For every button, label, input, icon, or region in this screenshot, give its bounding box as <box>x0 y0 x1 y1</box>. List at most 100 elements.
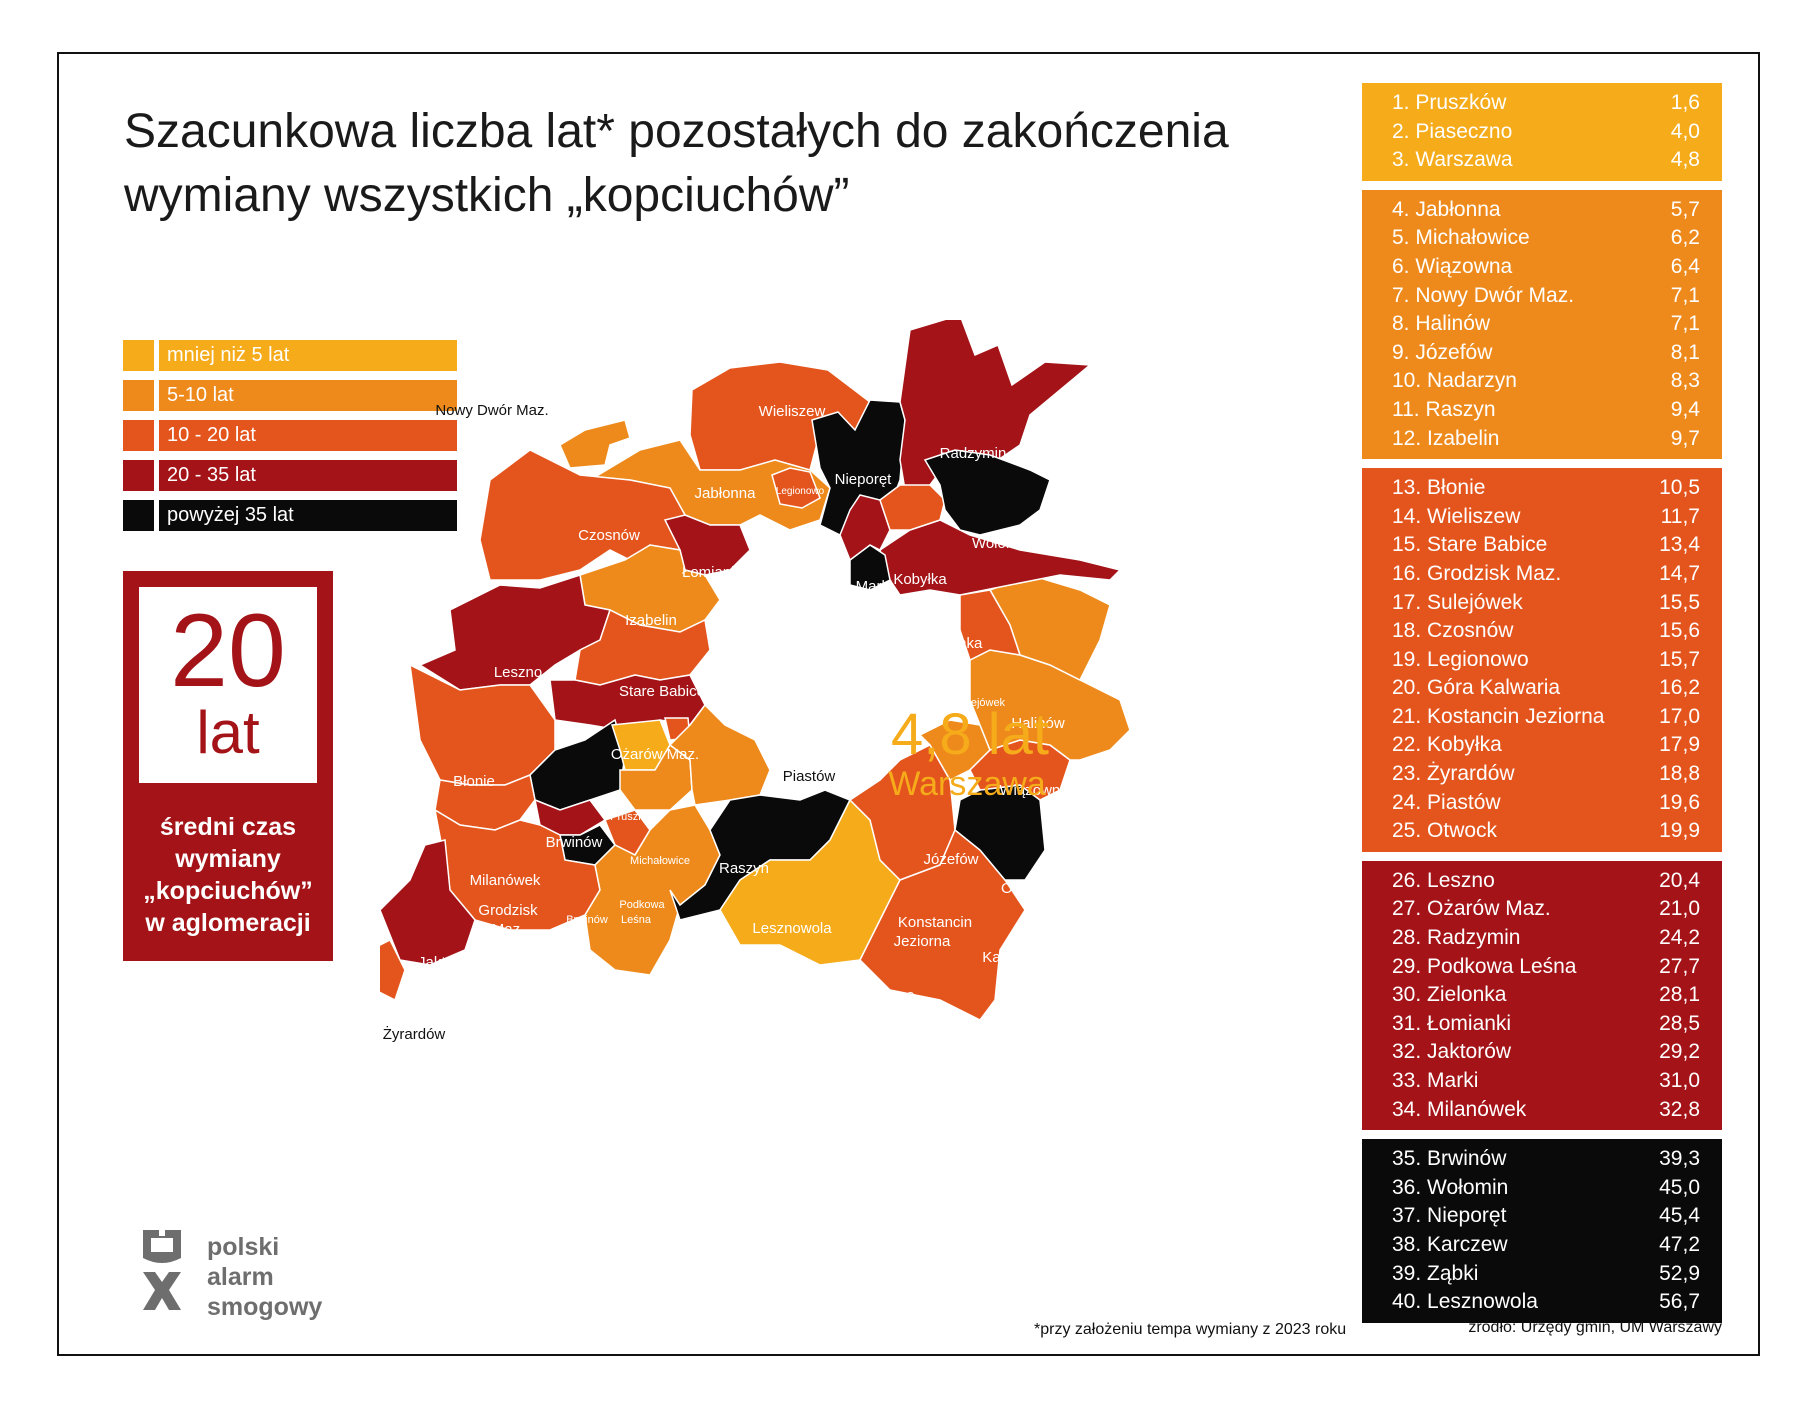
ranking-group-20-35: 26. Leszno 20,4 27. Ożarów Maz. 21,0 28. R… <box>1362 860 1722 1131</box>
caption-line: w aglomeracji <box>145 909 311 937</box>
ranking-row: 21. Kostancin Jeziorna 17,0 <box>1392 704 1700 728</box>
ranking-row: 23. Żyrardów 18,8 <box>1392 762 1700 786</box>
ranking-row: 10. Nadarzyn 8,3 <box>1392 369 1700 393</box>
ranking-row: 35. Brwinów 39,3 <box>1392 1147 1700 1171</box>
ranking-row: 17. Sulejówek 15,5 <box>1392 590 1700 614</box>
ranking-row: 13. Błonie 10,5 <box>1392 476 1700 500</box>
region-kobylka <box>879 484 946 531</box>
region-zielonka <box>879 519 1122 596</box>
ranking-row: 32. Jaktorów 29,2 <box>1392 1040 1700 1064</box>
ranking-row: 12. Izabelin 9,7 <box>1392 426 1700 450</box>
label-lomianki: Łomianki <box>682 564 742 581</box>
title-line-2: wymiany wszystkich „kopciuchów” <box>124 169 850 222</box>
ranking-row: 26. Leszno 20,4 <box>1392 868 1700 892</box>
ranking-row: 2. Piaseczno 4,0 <box>1392 119 1700 143</box>
ranking-row: 40. Lesznowola 56,7 <box>1392 1290 1700 1314</box>
ranking-row: 1. Pruszków 1,6 <box>1392 91 1700 114</box>
label-michalowice: Michałowice <box>630 855 690 867</box>
label-grodzisk-maz: Maz. <box>492 921 525 938</box>
label-gora-kalwaria: Góra Kalwaria <box>1019 1086 1115 1103</box>
ranking-row: 30. Zielonka 28,1 <box>1392 983 1700 1007</box>
page-title: Szacunkowa liczba lat* pozostałych do za… <box>124 100 1324 228</box>
label-wolomin: Wołomin <box>972 535 1030 552</box>
label-zabki: Ząbki <box>860 636 887 648</box>
ranking-group-5-10: 4. Jabłonna 5,7 5. Michałowice 6,2 6. Wiąz… <box>1362 189 1722 460</box>
label-piaseczno: Piaseczno <box>845 987 914 1004</box>
label-zielonka: Zielonka <box>926 635 983 652</box>
ranking-row: 3. Warszawa 4,8 <box>1392 148 1700 172</box>
label-grodzisk: Grodzisk <box>478 902 538 919</box>
ranking-group-lt5: 1. Pruszków 1,6 2. Piaseczno 4,0 3. Warsza… <box>1362 83 1722 181</box>
label-leszno: Leszno <box>494 664 542 681</box>
label-brwinow: Brwinów <box>546 834 603 851</box>
ranking-row: 18. Czosnów 15,6 <box>1392 619 1700 643</box>
average-value: 20 <box>170 593 286 709</box>
ranking-row: 25. Otwock 19,9 <box>1392 819 1700 843</box>
label-milanowek: Milanówek <box>470 872 541 889</box>
label-raszyn: Raszyn <box>719 860 769 877</box>
ranking-row: 31. Łomianki 28,5 <box>1392 1011 1700 1035</box>
label-blonie: Błonie <box>453 773 495 790</box>
region-sulejowek <box>959 589 1022 662</box>
municipality-map: Wieliszew Jabłonna Legionowo Nieporęt Ra… <box>380 320 1131 1103</box>
label-podkowa: Podkowa <box>619 899 665 911</box>
ranking-row: 6. Wiązowna 6,4 <box>1392 254 1700 278</box>
label-piastow: Piastów <box>783 768 836 785</box>
region-wolomin <box>923 449 1051 536</box>
ranking-group-10-20: 13. Błonie 10,5 14. Wieliszew 11,7 15. Sta… <box>1362 468 1722 852</box>
label-nadarzyn: Nadarzyn <box>696 945 760 962</box>
ranking-row: 16. Grodzisk Maz. 14,7 <box>1392 561 1700 585</box>
ranking-row: 7. Nowy Dwór Maz. 7,1 <box>1392 283 1700 307</box>
label-radzymin: Radzymin <box>940 445 1007 462</box>
label-lesna: Leśna <box>621 914 652 926</box>
ranking-row: 24. Piastów 19,6 <box>1392 790 1700 814</box>
label-kobylka: Kobyłka <box>893 571 947 588</box>
ranking-row: 9. Józefów 8,1 <box>1392 340 1700 364</box>
label-sulejowek: Sulejówek <box>955 697 1006 709</box>
region-nowy-dwor <box>559 419 631 469</box>
average-box: 20 lat średni czas wymiany „kopciuchów” … <box>123 571 333 961</box>
region-karczew <box>954 784 1046 881</box>
label-ozarow: Ożarów Maz. <box>611 746 699 763</box>
ranking-row: 5. Michałowice 6,2 <box>1392 226 1700 250</box>
region-zyrardow <box>380 938 406 1002</box>
legend-label: 5-10 lat <box>159 380 457 411</box>
ranking-group-gt35: 35. Brwinów 39,3 36. Wołomin 45,0 37. Niep… <box>1362 1139 1722 1323</box>
caption-line: wymiany <box>175 845 281 873</box>
title-line-1: Szacunkowa liczba lat* pozostałych do za… <box>124 105 1229 158</box>
legend-label: powyżej 35 lat <box>159 500 457 531</box>
ranking-row: 28. Radzymin 24,2 <box>1392 926 1700 950</box>
average-unit: lat <box>196 699 260 766</box>
label-nowy-dwor: Nowy Dwór Maz. <box>435 402 548 419</box>
ranking-row: 15. Stare Babice 13,4 <box>1392 533 1700 557</box>
label-nieporet: Nieporęt <box>835 471 893 488</box>
ranking-row: 14. Wieliszew 11,7 <box>1392 504 1700 528</box>
ranking-row: 8. Halinów 7,1 <box>1392 312 1700 336</box>
label-karczew: Karczew <box>982 949 1040 966</box>
label-otwock: Otwock <box>1001 880 1052 897</box>
legend-swatch <box>123 380 154 411</box>
logo: polski alarm smogowy <box>137 1228 322 1321</box>
region-legionowo <box>771 467 821 509</box>
ranking-row: 4. Jabłonna 5,7 <box>1392 197 1700 221</box>
legend-label: 10 - 20 lat <box>159 420 457 451</box>
region-jaktorow <box>380 839 476 966</box>
legend-label: mniej niż 5 lat <box>159 340 457 371</box>
legend-swatch <box>123 420 154 451</box>
label-zyrardow: Żyrardów <box>383 1025 446 1043</box>
ranking-row: 11. Raszyn 9,4 <box>1392 397 1700 421</box>
label-lesznowola: Lesznowola <box>752 920 832 937</box>
region-gora-kalwaria <box>859 828 1026 1021</box>
label-halinow: Halinów <box>1011 715 1065 732</box>
label-legionowo: Legionowo <box>776 486 825 497</box>
label-marki: Marki <box>856 578 893 595</box>
warsaw-value: 4,8 lat <box>891 702 1049 767</box>
caption-line: średni czas <box>159 813 297 841</box>
label-pruszkow: Pruszków <box>610 811 658 823</box>
ranking-row: 39. Ząbki 52,9 <box>1392 1261 1700 1285</box>
label-brwinow-small: Brwinów <box>566 914 608 926</box>
label-izabelin: Izabelin <box>625 612 677 629</box>
label-wiazowna: Wiązowna <box>999 782 1069 799</box>
ranking-row: 20. Góra Kalwaria 16,2 <box>1392 676 1700 700</box>
legend-label: 20 - 35 lat <box>159 460 457 491</box>
